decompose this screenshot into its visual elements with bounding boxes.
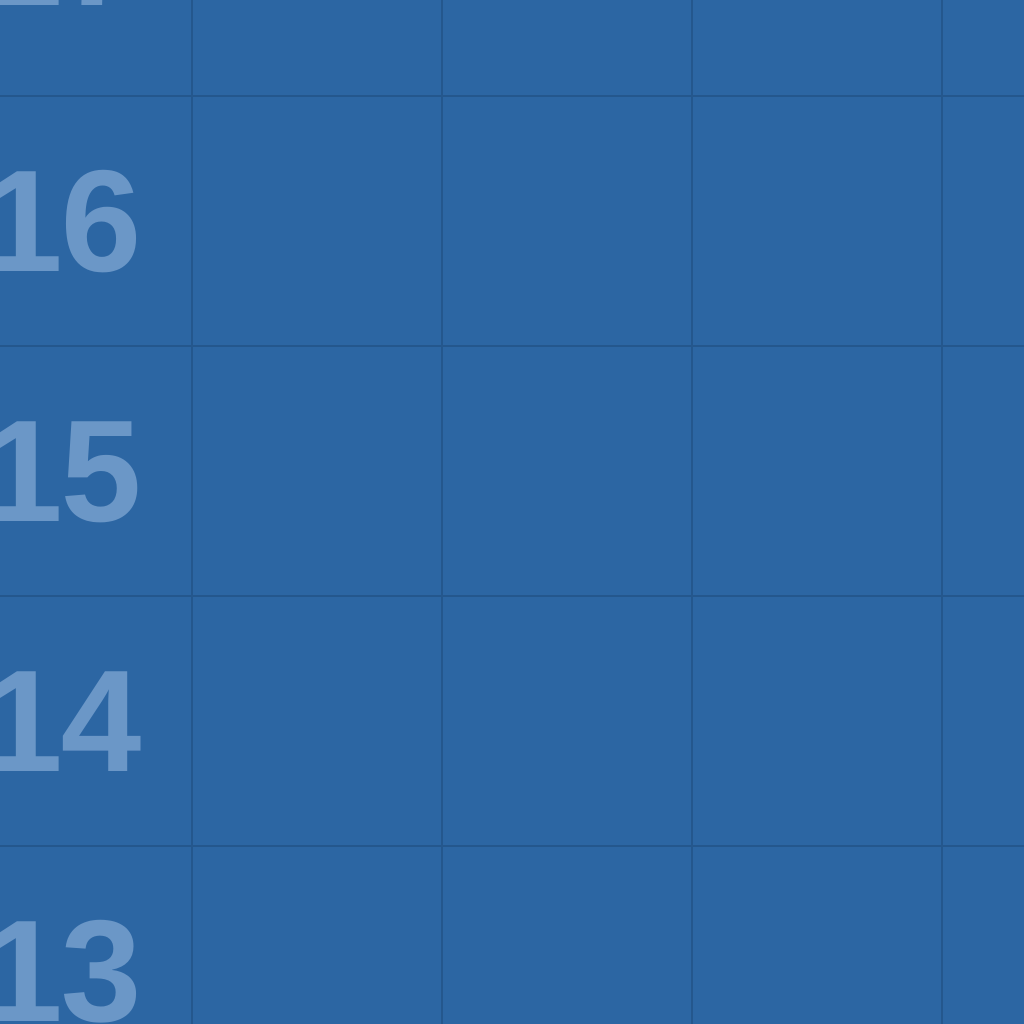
row-label-14: 14 — [0, 596, 190, 846]
row-label-14-text: 14 — [0, 640, 141, 802]
board-cell[interactable] — [443, 97, 691, 345]
row-label-16-text: 16 — [0, 140, 141, 302]
board-cell[interactable] — [193, 597, 441, 845]
board-cell[interactable] — [943, 847, 1024, 1024]
board-cell[interactable] — [693, 0, 941, 94]
grid-line-horizontal — [0, 345, 1024, 347]
board-cell[interactable] — [943, 0, 1024, 94]
board-cell[interactable] — [943, 597, 1024, 845]
board-cell[interactable] — [193, 847, 441, 1024]
board-cell[interactable] — [193, 0, 441, 94]
row-label-16: 16 — [0, 96, 190, 346]
board-cell[interactable] — [443, 847, 691, 1024]
board-cell[interactable] — [693, 597, 941, 845]
board-cell[interactable] — [443, 597, 691, 845]
board-cell[interactable] — [443, 0, 691, 94]
grid-line-horizontal — [0, 845, 1024, 847]
grid-line-horizontal — [0, 95, 1024, 97]
grid-line-vertical — [191, 0, 193, 1024]
board-cell[interactable] — [943, 347, 1024, 595]
row-label-17-text: 17 — [0, 0, 141, 80]
row-label-15-text: 15 — [0, 390, 141, 552]
board-cell[interactable] — [693, 347, 941, 595]
grid-line-horizontal — [0, 595, 1024, 597]
grid-line-vertical — [941, 0, 943, 1024]
row-label-13-text: 13 — [0, 890, 141, 1024]
row-label-13: 13 — [0, 846, 190, 1024]
board-cell[interactable] — [193, 347, 441, 595]
board-cell[interactable] — [693, 847, 941, 1024]
board-cell[interactable] — [943, 97, 1024, 345]
board-cell[interactable] — [693, 97, 941, 345]
board-cell[interactable] — [443, 347, 691, 595]
grid-line-vertical — [441, 0, 443, 1024]
row-label-17: 17 — [0, 0, 190, 80]
row-label-15: 15 — [0, 346, 190, 596]
board-cell[interactable] — [193, 97, 441, 345]
grid-line-vertical — [691, 0, 693, 1024]
